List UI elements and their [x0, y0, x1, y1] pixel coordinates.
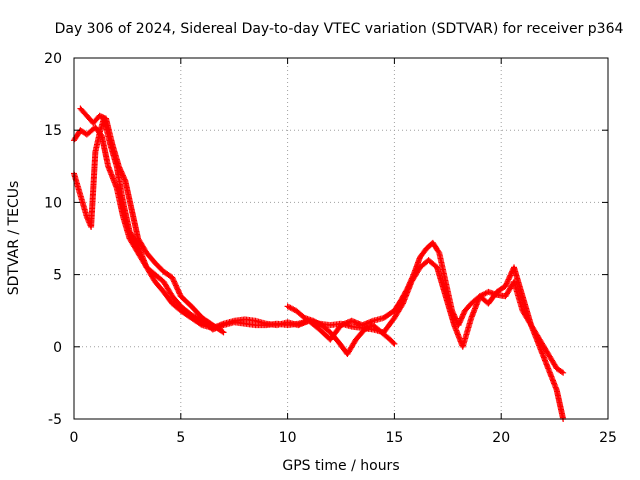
data-point-interp: [170, 277, 177, 284]
data-point-interp: [175, 289, 182, 296]
y-tick-label: 0: [53, 340, 62, 356]
data-point-interp: [507, 271, 514, 278]
x-tick-label: 10: [279, 430, 297, 446]
data-point-interp: [172, 282, 179, 289]
y-tick-label: 15: [44, 123, 62, 139]
data-point-interp: [174, 285, 181, 292]
data-point-interp: [172, 281, 179, 288]
data-point-interp: [506, 273, 513, 280]
data-point-interp: [173, 283, 180, 290]
data-point-interp: [558, 368, 565, 375]
x-axis-label: GPS time / hours: [282, 458, 399, 474]
x-tick-label: 25: [599, 430, 617, 446]
x-tick-label: 5: [176, 430, 185, 446]
data-point-interp: [399, 301, 406, 308]
x-tick-label: 20: [492, 430, 510, 446]
data-point: [220, 329, 227, 336]
data-point-interp: [134, 241, 141, 248]
x-tick-label: 0: [70, 430, 79, 446]
plot-area: [71, 105, 567, 422]
data-point-interp: [175, 287, 182, 294]
data-point-interp: [176, 290, 183, 297]
data-point-interp: [503, 281, 510, 288]
data-point-interp: [174, 286, 181, 293]
chart-title: Day 306 of 2024, Sidereal Day-to-day VTE…: [55, 21, 624, 37]
data-point-interp: [171, 278, 178, 285]
data-point: [560, 369, 567, 376]
data-point-interp: [169, 275, 176, 282]
data-point-interp: [171, 279, 178, 286]
y-axis-label: SDTVAR / TECUs: [6, 181, 22, 296]
data-point-interp: [507, 272, 514, 279]
axis-ticks: 0 5 10 15 20 25 -5 0 5 10 15 20: [44, 51, 617, 446]
y-tick-label: -5: [48, 412, 62, 428]
grid: [74, 58, 608, 419]
data-point: [391, 340, 398, 347]
x-tick-label: 15: [385, 430, 403, 446]
data-point: [169, 274, 176, 281]
plot-frame: [73, 57, 609, 420]
data-point-interp: [390, 339, 397, 346]
data-point-interp: [505, 276, 512, 283]
y-tick-label: 20: [44, 51, 62, 67]
data-point-interp: [197, 321, 204, 328]
data-point-interp: [504, 279, 511, 286]
data-point-interp: [506, 275, 513, 282]
y-tick-label: 5: [53, 268, 62, 284]
data-point-interp: [435, 248, 442, 255]
data-point-interp: [504, 277, 511, 284]
y-tick-label: 10: [44, 195, 62, 211]
data-point-interp: [503, 280, 510, 287]
data-point-interp: [219, 328, 226, 335]
data-point: [502, 283, 509, 290]
